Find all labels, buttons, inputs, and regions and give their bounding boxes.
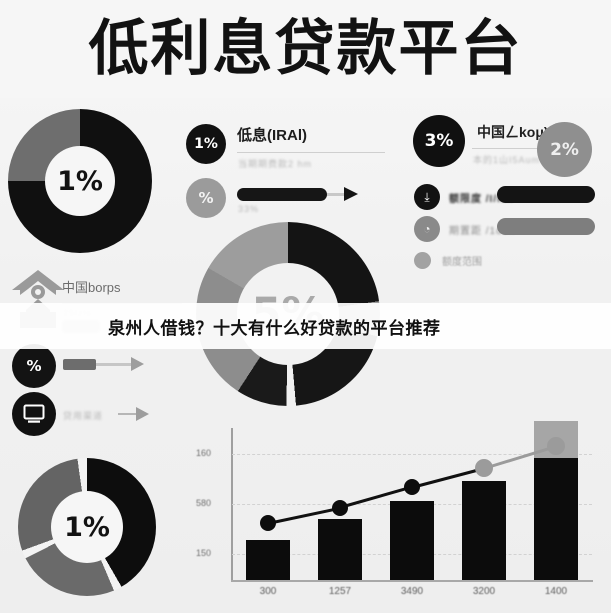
chart-data-point: [547, 437, 565, 456]
dot-icon: [414, 252, 431, 269]
chart-legend: 额度范围: [414, 252, 482, 269]
chart-x-tick-label: 3490: [400, 586, 424, 597]
corps-heading: 中国borps: [62, 280, 121, 295]
arrow-right-icon: [131, 357, 144, 371]
badge-two-percent: 2%: [537, 122, 592, 177]
chart-bar: [462, 481, 506, 580]
list-item-label: 额限度 /I/nm: [449, 193, 515, 205]
chart-bar: [246, 540, 290, 580]
chart-bar: [318, 519, 362, 580]
page-title: 低利息贷款平台: [88, 14, 523, 84]
progress-label: 33%: [238, 204, 260, 214]
channel-label: 贷用渠道: [63, 411, 104, 421]
badge-percent-left: %: [12, 344, 56, 388]
overlay-text: 泉州人借钱？十大有什么好贷款的平台推荐: [108, 318, 441, 339]
list-item-bar: [497, 218, 595, 235]
clock-icon: ◔: [414, 216, 440, 242]
china-heading: 中国ㄥkoμ): [477, 124, 549, 140]
china-subtext: 本的1山I5Aum: [473, 155, 541, 165]
chart-gridline: [232, 453, 592, 455]
chart-y-tick-label: 580: [196, 498, 212, 508]
arrow-right-icon: [136, 407, 149, 421]
badge-percent-gray: %: [186, 178, 226, 218]
overlay-banner: 泉州人借钱？十大有什么好贷款的平台推荐: [0, 303, 611, 349]
badge-three-percent: 3%: [413, 115, 465, 167]
badge-low-rate: 1%: [186, 124, 226, 164]
divider: [237, 152, 385, 153]
download-icon: ⤓: [414, 184, 440, 210]
chart-bar: [534, 458, 578, 580]
chart-x-tick-label: 1257: [328, 586, 352, 597]
monitor-icon: [12, 392, 56, 436]
chart-data-point: [332, 499, 348, 516]
donut-value-top-left: 1%: [57, 165, 103, 197]
chart-x-axis: [231, 580, 593, 582]
low-rate-heading: 低息(IRAl): [237, 127, 307, 144]
donut-chart-top-left: 1%: [8, 109, 152, 253]
divider: [472, 148, 572, 149]
bar-line-chart: 160 580 150 300 1257 3490 3200 1400: [196, 421, 601, 608]
progress-fill: [63, 359, 96, 370]
chart-data-point: [404, 479, 420, 496]
chart-plot-area: [232, 421, 592, 580]
low-rate-subtext: 当期期费款2 hm: [238, 159, 313, 169]
chart-data-point: [475, 459, 493, 478]
legend-label: 额度范围: [442, 257, 482, 268]
list-item: ⤓ 额限度 /I/nm: [414, 184, 514, 210]
donut-value-bottom-left: 1%: [64, 511, 110, 543]
chart-y-tick-label: 150: [196, 548, 212, 559]
donut-hole: 1%: [51, 491, 123, 563]
arrow-right-icon: [344, 187, 358, 201]
chart-y-tick-label: 160: [196, 447, 212, 458]
list-item-bar: [497, 186, 595, 203]
poster-title-bar: 低利息贷款平台: [0, 0, 611, 98]
list-item-label: 期置距 /1dcn: [449, 225, 516, 237]
list-item: ◔ 期置距 /1dcn: [414, 216, 515, 242]
donut-chart-bottom-left: 1%: [18, 458, 156, 596]
donut-hole: 1%: [45, 146, 115, 216]
monitor-glyph: [23, 404, 45, 423]
chart-x-tick-label: 1400: [544, 586, 568, 597]
progress-track: [63, 363, 135, 366]
chart-x-tick-label: 3200: [472, 586, 496, 597]
chart-x-tick-label: 300: [259, 586, 277, 597]
chart-data-point: [260, 515, 276, 531]
arrow-line: [118, 413, 140, 415]
chart-bar: [390, 500, 434, 580]
progress-fill: [237, 188, 327, 201]
